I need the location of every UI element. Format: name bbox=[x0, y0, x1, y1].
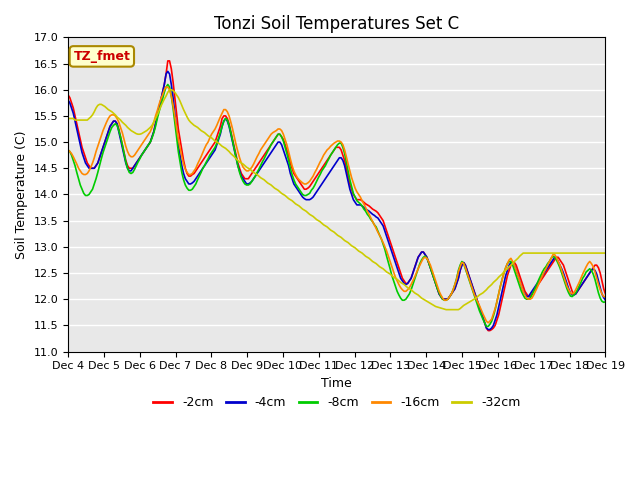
X-axis label: Time: Time bbox=[321, 377, 352, 390]
-4cm bbox=[425, 260, 433, 265]
Title: Tonzi Soil Temperatures Set C: Tonzi Soil Temperatures Set C bbox=[214, 15, 460, 33]
Line: -16cm: -16cm bbox=[68, 87, 605, 323]
-16cm bbox=[484, 320, 492, 325]
Line: -4cm: -4cm bbox=[68, 72, 605, 330]
-2cm bbox=[64, 92, 72, 98]
-8cm bbox=[64, 147, 72, 153]
-16cm bbox=[402, 288, 410, 294]
-16cm bbox=[64, 147, 72, 153]
-8cm bbox=[518, 288, 525, 294]
Line: -32cm: -32cm bbox=[68, 90, 605, 310]
Legend: -2cm, -4cm, -8cm, -16cm, -32cm: -2cm, -4cm, -8cm, -16cm, -32cm bbox=[148, 391, 525, 414]
-2cm bbox=[425, 260, 433, 265]
-2cm bbox=[518, 278, 525, 284]
-32cm bbox=[166, 87, 173, 93]
-4cm bbox=[234, 163, 242, 168]
Y-axis label: Soil Temperature (C): Soil Temperature (C) bbox=[15, 130, 28, 259]
-32cm bbox=[234, 157, 242, 163]
Line: -2cm: -2cm bbox=[68, 61, 605, 331]
-16cm bbox=[518, 283, 525, 289]
-2cm bbox=[199, 157, 207, 163]
-2cm bbox=[164, 58, 172, 64]
-32cm bbox=[385, 270, 392, 276]
-2cm bbox=[385, 233, 392, 239]
-32cm bbox=[425, 300, 433, 305]
-4cm bbox=[164, 69, 172, 74]
-4cm bbox=[385, 239, 392, 244]
-8cm bbox=[385, 260, 392, 265]
-16cm bbox=[602, 294, 609, 300]
-16cm bbox=[385, 253, 392, 259]
-16cm bbox=[199, 150, 207, 156]
-2cm bbox=[234, 160, 242, 166]
-16cm bbox=[425, 259, 433, 264]
Line: -8cm: -8cm bbox=[68, 84, 605, 326]
-8cm bbox=[199, 166, 207, 171]
-32cm bbox=[199, 129, 207, 134]
-32cm bbox=[518, 252, 525, 258]
-8cm bbox=[402, 296, 410, 302]
-2cm bbox=[402, 281, 410, 287]
-8cm bbox=[234, 163, 242, 168]
-8cm bbox=[425, 260, 433, 265]
-2cm bbox=[484, 328, 492, 334]
-32cm bbox=[64, 116, 72, 121]
-4cm bbox=[518, 283, 525, 289]
-2cm bbox=[602, 291, 609, 297]
-4cm bbox=[199, 166, 207, 171]
-8cm bbox=[483, 324, 490, 329]
-8cm bbox=[164, 82, 172, 87]
-4cm bbox=[402, 282, 410, 288]
-4cm bbox=[484, 327, 492, 333]
-4cm bbox=[602, 297, 609, 303]
-16cm bbox=[234, 149, 242, 155]
-32cm bbox=[402, 283, 410, 289]
-32cm bbox=[602, 250, 609, 256]
Text: TZ_fmet: TZ_fmet bbox=[74, 50, 131, 63]
-4cm bbox=[64, 97, 72, 103]
-8cm bbox=[602, 299, 609, 305]
-16cm bbox=[162, 84, 170, 90]
-32cm bbox=[442, 307, 450, 312]
